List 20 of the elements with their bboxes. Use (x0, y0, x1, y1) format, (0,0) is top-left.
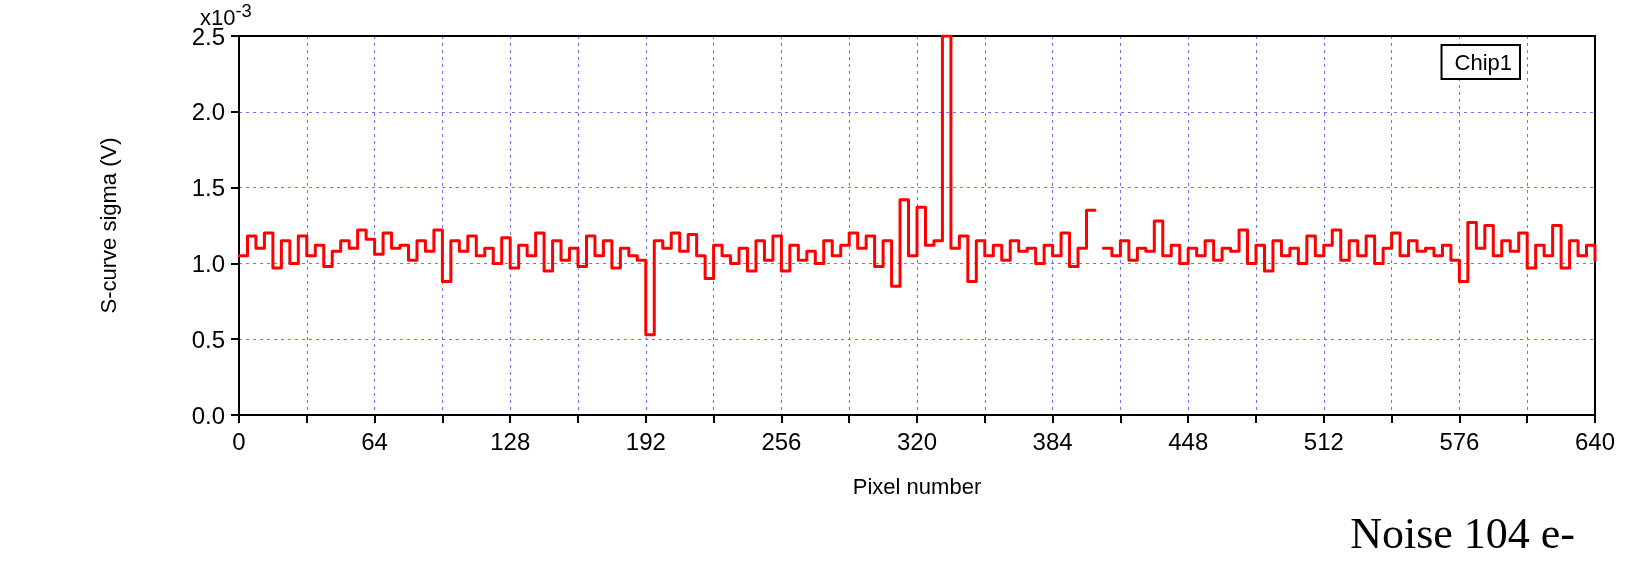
x-tick-label: 192 (625, 427, 666, 455)
x-tick-label: 640 (1574, 427, 1616, 455)
x-tick-label: 64 (361, 427, 388, 455)
x-axis-title: Pixel number (852, 473, 982, 499)
y-tick-label: 1.0 (191, 249, 225, 277)
x-tick-label: 128 (490, 427, 531, 455)
y-tick-label: 1.5 (191, 174, 225, 202)
y-axis-title: S-curve sigma (V) (95, 137, 121, 314)
x-tick-label: 256 (761, 427, 802, 455)
x-tick-label: 320 (896, 427, 938, 455)
y-tick-label: 2.0 (191, 98, 225, 126)
text: Chip1 (1454, 49, 1512, 75)
x-tick-label: 512 (1303, 427, 1344, 455)
x-tick-label: 576 (1439, 427, 1480, 455)
text: Noise 104 e- (1350, 508, 1575, 559)
x-tick-label: 384 (1032, 427, 1073, 455)
y-tick-label: 0.0 (191, 401, 225, 429)
x-tick-label: 0 (232, 427, 246, 455)
y-tick-label: 0.5 (191, 325, 225, 353)
x-tick-label: 448 (1168, 427, 1209, 455)
